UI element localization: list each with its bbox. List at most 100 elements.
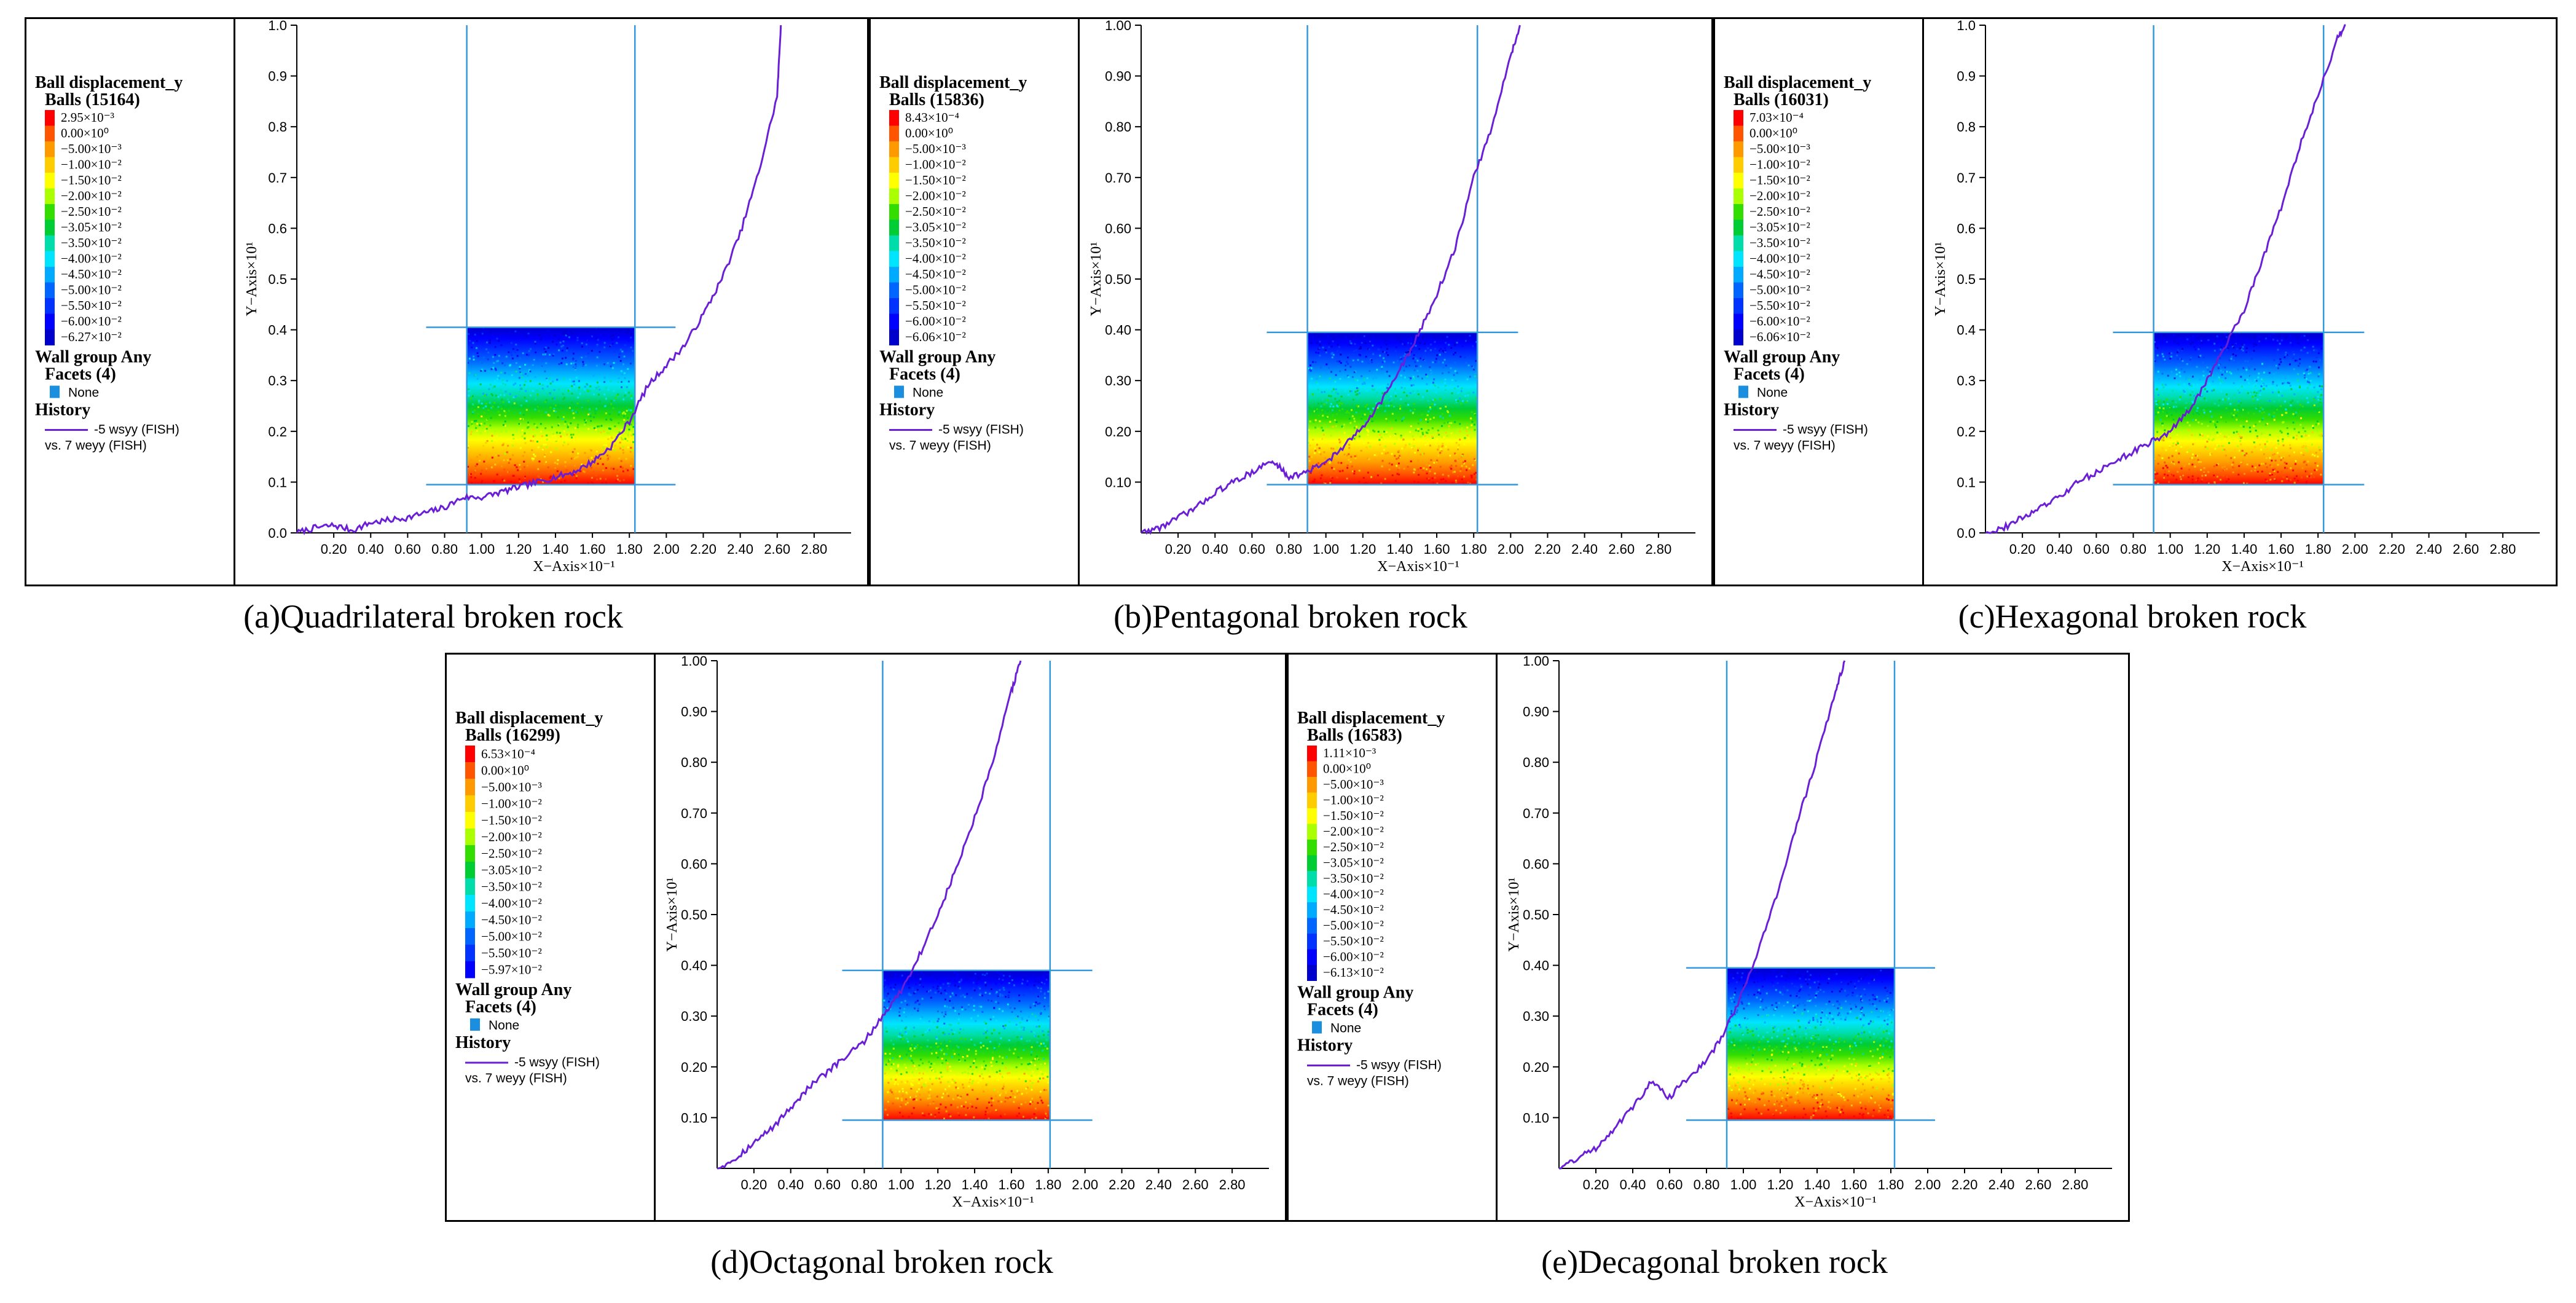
ball-speck bbox=[2276, 333, 2279, 335]
ball-speck bbox=[599, 478, 602, 480]
ball-speck bbox=[940, 1052, 942, 1054]
ball-speck bbox=[1469, 385, 1472, 388]
ball-speck bbox=[2319, 401, 2322, 404]
ball-speck bbox=[1869, 1050, 1872, 1052]
ball-speck bbox=[899, 1105, 901, 1108]
legend-color-swatch bbox=[1734, 188, 1743, 205]
ball-speck bbox=[992, 1099, 994, 1101]
ball-speck bbox=[627, 417, 629, 419]
ball-speck bbox=[996, 972, 999, 974]
ball-speck bbox=[527, 375, 529, 377]
ball-speck bbox=[1399, 455, 1401, 457]
ball-speck bbox=[1345, 336, 1347, 339]
ball-speck bbox=[1827, 982, 1829, 984]
ball-speck bbox=[2317, 410, 2319, 412]
ball-speck bbox=[1758, 1049, 1761, 1051]
ball-speck bbox=[1390, 402, 1392, 404]
ball-speck bbox=[1860, 1010, 1863, 1012]
ball-speck bbox=[491, 334, 493, 337]
ball-speck bbox=[1840, 988, 1843, 990]
ball-speck bbox=[1391, 463, 1393, 466]
ball-speck bbox=[1339, 370, 1341, 372]
x-tick-label: 2.40 bbox=[1145, 1177, 1172, 1192]
ball-speck bbox=[940, 1081, 942, 1084]
ball-speck bbox=[1315, 377, 1317, 380]
ball-speck bbox=[1762, 1036, 1764, 1038]
ball-speck bbox=[969, 1066, 972, 1068]
ball-speck bbox=[1846, 1070, 1848, 1073]
ball-speck bbox=[474, 477, 476, 479]
ball-speck bbox=[503, 479, 506, 482]
ball-speck bbox=[616, 428, 618, 430]
ball-speck bbox=[516, 466, 518, 468]
ball-speck bbox=[1413, 468, 1415, 470]
ball-speck bbox=[470, 431, 473, 433]
ball-speck bbox=[1388, 404, 1390, 407]
ball-speck bbox=[1735, 1102, 1738, 1104]
ball-speck bbox=[1450, 465, 1453, 467]
ball-speck bbox=[2247, 382, 2250, 385]
ball-speck bbox=[1412, 357, 1415, 360]
ball-speck bbox=[2215, 464, 2218, 466]
ball-speck bbox=[1453, 353, 1455, 356]
ball-speck bbox=[468, 333, 470, 335]
ball-speck bbox=[581, 463, 583, 466]
ball-speck bbox=[1864, 993, 1866, 996]
ball-speck bbox=[603, 381, 606, 384]
ball-speck bbox=[1813, 1042, 1815, 1044]
ball-speck bbox=[490, 466, 493, 468]
ball-speck bbox=[1873, 1041, 1875, 1043]
ball-speck bbox=[1407, 342, 1410, 344]
ball-speck bbox=[2269, 464, 2271, 466]
ball-speck bbox=[627, 380, 630, 383]
ball-speck bbox=[1734, 987, 1737, 990]
ball-speck bbox=[1400, 374, 1402, 377]
ball-speck bbox=[914, 1001, 917, 1004]
ball-speck bbox=[1382, 403, 1384, 405]
ball-speck bbox=[994, 1049, 996, 1051]
ball-speck bbox=[474, 374, 477, 376]
ball-speck bbox=[2197, 459, 2199, 461]
ball-speck bbox=[2281, 414, 2283, 416]
ball-speck bbox=[544, 443, 547, 446]
ball-speck bbox=[1422, 469, 1424, 471]
ball-speck bbox=[557, 338, 560, 341]
ball-speck bbox=[556, 344, 558, 346]
ball-speck bbox=[1882, 1037, 1885, 1040]
ball-speck bbox=[2288, 382, 2290, 384]
x-tick-label: 2.40 bbox=[1571, 541, 1598, 557]
ball-speck bbox=[2169, 474, 2172, 476]
ball-speck bbox=[974, 972, 976, 975]
legend-history: History bbox=[455, 1033, 511, 1052]
ball-speck bbox=[2319, 359, 2321, 361]
ball-speck bbox=[630, 436, 632, 439]
ball-speck bbox=[1365, 446, 1368, 449]
ball-speck bbox=[1447, 476, 1450, 478]
ball-speck bbox=[960, 1105, 963, 1108]
ball-speck bbox=[2306, 387, 2309, 389]
ball-speck bbox=[1351, 376, 1354, 378]
ball-speck bbox=[1338, 441, 1341, 444]
ball-speck bbox=[515, 362, 517, 364]
ball-speck bbox=[496, 336, 498, 339]
ball-speck bbox=[1779, 991, 1781, 994]
ball-speck bbox=[1734, 970, 1736, 973]
ball-speck bbox=[1837, 1093, 1839, 1095]
ball-speck bbox=[2311, 431, 2314, 433]
legend-color-swatch bbox=[889, 157, 899, 173]
ball-speck bbox=[1399, 358, 1401, 361]
ball-speck bbox=[2189, 457, 2191, 460]
ball-speck bbox=[474, 470, 476, 472]
ball-speck bbox=[1429, 474, 1431, 476]
ball-speck bbox=[1444, 388, 1447, 391]
ball-speck bbox=[1039, 1096, 1042, 1099]
ball-speck bbox=[1363, 482, 1365, 485]
ball-speck bbox=[932, 986, 935, 988]
ball-speck bbox=[544, 353, 546, 356]
x-tick-label: 2.20 bbox=[690, 541, 717, 557]
ball-speck bbox=[981, 974, 984, 976]
ball-speck bbox=[1464, 356, 1466, 358]
ball-speck bbox=[523, 466, 525, 468]
ball-speck bbox=[2161, 457, 2164, 459]
ball-speck bbox=[487, 409, 490, 411]
